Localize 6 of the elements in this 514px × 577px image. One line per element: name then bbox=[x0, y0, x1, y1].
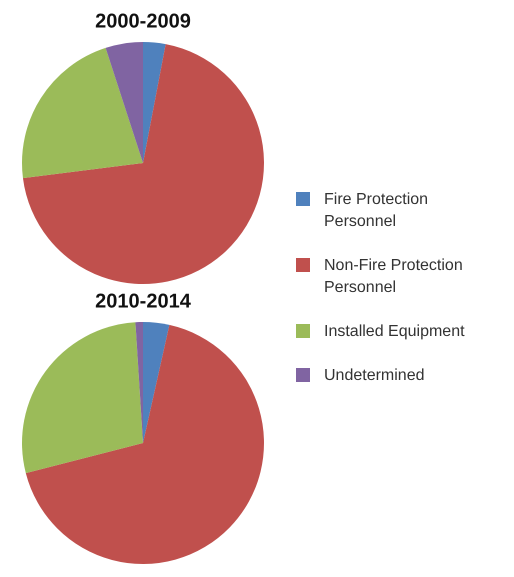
legend-label: Undetermined bbox=[324, 366, 426, 386]
legend-label: Fire Protection Personnel bbox=[324, 190, 430, 232]
legend-label: Installed Equipment bbox=[324, 322, 466, 342]
chart-title: 2000-2009 bbox=[95, 10, 191, 33]
legend-label: Non-Fire Protection Personnel bbox=[324, 256, 464, 298]
chart-title: 2010-2014 bbox=[95, 290, 192, 313]
